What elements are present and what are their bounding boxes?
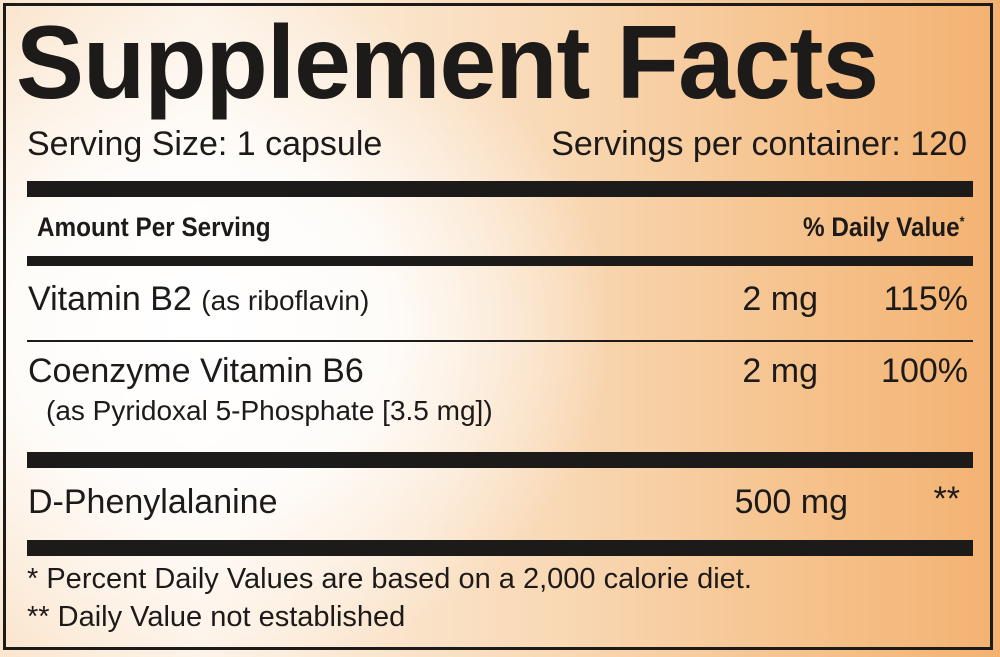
page-title: Supplement Facts [16,5,879,121]
nutrient-dv: 100% [881,352,968,390]
divider-thick [27,181,973,197]
nutrient-amount: 500 mg [734,483,848,521]
nutrient-detail: (as Pyridoxal 5-Phosphate [3.5 mg]) [46,395,493,426]
daily-value-mark: * [960,213,965,229]
nutrient-row-b2: Vitamin B2 (as riboflavin) [28,280,369,319]
divider-thick [27,540,973,556]
nutrient-dv: ** [933,480,960,518]
divider-medium [27,256,973,266]
nutrient-amount: 2 mg [742,352,818,390]
nutrient-name: Coenzyme Vitamin B6 [28,352,364,390]
nutrient-detail: (as riboflavin) [201,285,370,316]
servings-per-container: Servings per container: 120 [551,125,967,163]
serving-size: Serving Size: 1 capsule [27,125,383,163]
amount-per-serving-header: Amount Per Serving [37,212,271,242]
footnote-percent-dv: * Percent Daily Values are based on a 2,… [27,563,752,595]
divider-thin [27,340,973,342]
divider-thick [27,452,973,468]
footnote-dv-not-established: ** Daily Value not established [27,601,406,633]
daily-value-header: % Daily Value* [803,212,965,243]
nutrient-name: Vitamin B2 [28,280,192,318]
nutrient-name: D-Phenylalanine [28,483,278,521]
nutrient-dv: 115% [883,280,968,318]
nutrient-amount: 2 mg [742,280,818,318]
daily-value-label: % Daily Value [803,212,961,242]
label-border [3,3,993,650]
